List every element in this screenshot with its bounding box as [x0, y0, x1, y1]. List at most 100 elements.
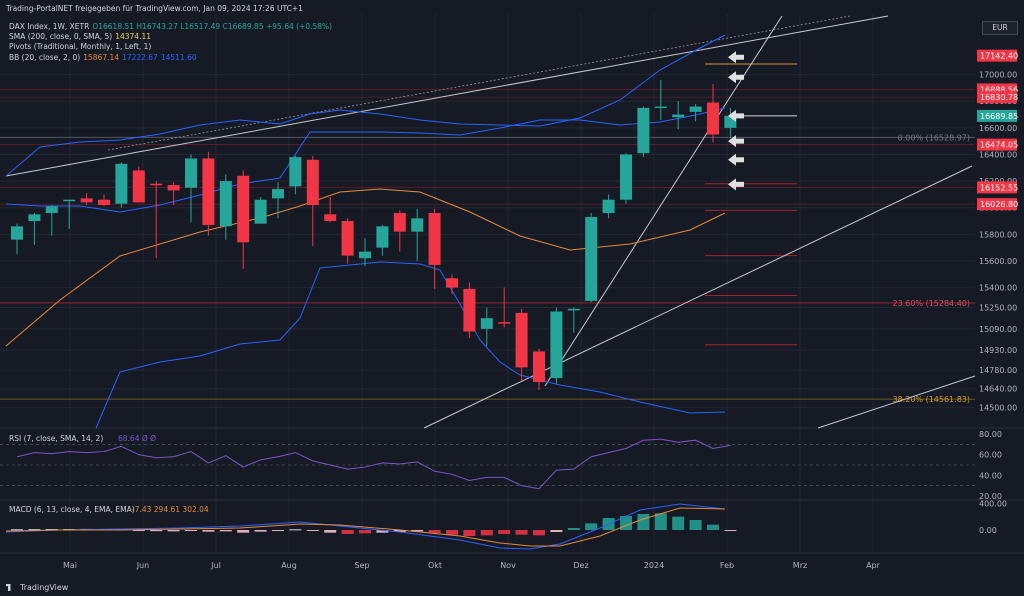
- candle-body: [150, 183, 163, 186]
- candle-body: [185, 158, 197, 188]
- price-axis-badge-label: 16474.05: [980, 141, 1018, 150]
- candle-body: [115, 163, 128, 204]
- candle-body: [654, 106, 667, 109]
- time-axis-label: Okt: [428, 561, 442, 570]
- candle-body: [359, 251, 371, 259]
- price-axis-badge: [977, 198, 1017, 211]
- footer-brand: TradingView: [6, 583, 68, 592]
- price-axis-badge: [977, 181, 1017, 194]
- macd-title: MACD (6, 13, close, 4, EMA, EMA): [9, 505, 135, 514]
- price-axis-badge-label: 16026.80: [980, 200, 1018, 209]
- legend-bb-row: BB (20, close, 2, 0) 15867.14 17222.67 1451…: [9, 53, 200, 62]
- arrow-marker-icon: [728, 153, 744, 166]
- macd-histogram-bar: [393, 530, 406, 532]
- candle-body: [254, 199, 267, 224]
- macd-histogram-bar: [376, 530, 389, 533]
- candle-body: [289, 157, 302, 187]
- macd-histogram-bar: [324, 530, 337, 533]
- macd-values: -7.43 294.61 302.04: [132, 505, 209, 514]
- macd-histogram-bar: [567, 528, 580, 530]
- candle-body: [550, 311, 563, 379]
- time-axis-label: Jun: [136, 561, 150, 570]
- price-axis-tick: 14780.00: [979, 366, 1017, 375]
- price-axis-badge-label: 17142.40: [980, 52, 1018, 61]
- legend-bb-label: BB (20, close, 2, 0): [9, 53, 81, 62]
- macd-line: [5, 503, 726, 550]
- candle-body: [672, 114, 685, 118]
- arrow-marker-icon: [728, 109, 744, 122]
- trendline-lower: [423, 165, 973, 429]
- currency-button[interactable]: EUR: [982, 21, 1018, 35]
- macd-histogram-bar: [689, 520, 702, 530]
- macd-histogram-bar: [637, 514, 650, 530]
- price-axis-badge: [977, 138, 1017, 151]
- legend-bb-v3: 14511.60: [160, 53, 197, 62]
- candle-body: [707, 102, 719, 135]
- candle-body: [602, 199, 615, 214]
- candle-body: [45, 206, 58, 214]
- macd-histogram-bar: [219, 530, 232, 532]
- candle-body: [324, 214, 337, 222]
- macd-histogram-bar: [533, 530, 545, 536]
- macd-histogram-bar: [707, 524, 719, 530]
- macd-histogram-bar: [45, 529, 58, 531]
- time-axis-label: Nov: [500, 561, 516, 570]
- rsi-axis-tick: 20.00: [979, 492, 1002, 501]
- macd-histogram-bar: [237, 530, 250, 533]
- legend-ohlc: O16618.51 H16743.27 L16517.49 C16689.85 …: [92, 22, 333, 31]
- candle-body: [533, 351, 545, 383]
- tradingview-logo-icon: [6, 584, 11, 591]
- arrow-marker-icon: [728, 178, 744, 191]
- price-axis-tick: 14640.00: [979, 385, 1017, 394]
- candle-body: [132, 170, 145, 203]
- candle-body: [620, 154, 632, 200]
- candle-body: [167, 185, 180, 191]
- candle-body: [498, 322, 511, 324]
- candle-body: [237, 175, 250, 243]
- candle-body: [428, 213, 441, 265]
- macd-histogram-bar: [411, 530, 424, 532]
- macd-histogram-bar: [515, 530, 528, 535]
- footer-brand-text: TradingView: [20, 583, 69, 592]
- rsi-line: [16, 438, 731, 490]
- macd-histogram-bar: [202, 530, 215, 532]
- candle-body: [341, 221, 354, 256]
- time-axis-label: Feb: [720, 561, 734, 570]
- candle-body: [463, 288, 476, 332]
- candle-body: [98, 199, 110, 206]
- macd-histogram-bar: [306, 530, 319, 531]
- rsi-axis-tick: 60.00: [979, 451, 1002, 460]
- bb-lower-band: [95, 261, 726, 429]
- price-axis-tick: 16400.00: [979, 150, 1017, 159]
- price-axis-tick: 15600.00: [979, 257, 1017, 266]
- macd-histogram-bar: [341, 530, 354, 534]
- legend-sma-value: 14374.11: [115, 32, 152, 41]
- price-axis-badge: [977, 109, 1017, 122]
- macd-histogram-bar: [550, 530, 563, 532]
- candle-body: [585, 217, 598, 301]
- macd-histogram-bar: [654, 513, 667, 530]
- candle-body: [28, 214, 41, 222]
- rsi-axis-tick: 40.00: [979, 471, 1002, 480]
- candle-body: [689, 106, 702, 112]
- time-axis-label: Aug: [281, 561, 297, 570]
- macd-histogram-bar: [185, 530, 197, 531]
- legend-symbol-row: DAX Index, 1W, XETR O16618.51 H16743.27 L…: [9, 22, 335, 31]
- time-axis-label: Apr: [866, 561, 881, 570]
- price-axis-badge: [977, 91, 1017, 104]
- price-axis-tick: 15400.00: [979, 284, 1017, 293]
- macd-histogram-bar: [446, 530, 458, 535]
- candle-body: [567, 308, 580, 311]
- macd-histogram-bar: [724, 530, 737, 531]
- arrow-marker-icon: [728, 71, 744, 84]
- macd-histogram-bar: [428, 530, 441, 533]
- trendline-upper: [5, 15, 889, 177]
- legend-bb-v1: 15867.14: [83, 53, 120, 62]
- rsi-axis-tick: 80.00: [979, 430, 1002, 439]
- rsi-title: RSI (7, close, SMA, 14, 2): [9, 434, 103, 443]
- price-axis-tick: 14930.00: [979, 346, 1017, 355]
- candle-body: [272, 189, 284, 199]
- time-axis-label: Jul: [210, 561, 221, 570]
